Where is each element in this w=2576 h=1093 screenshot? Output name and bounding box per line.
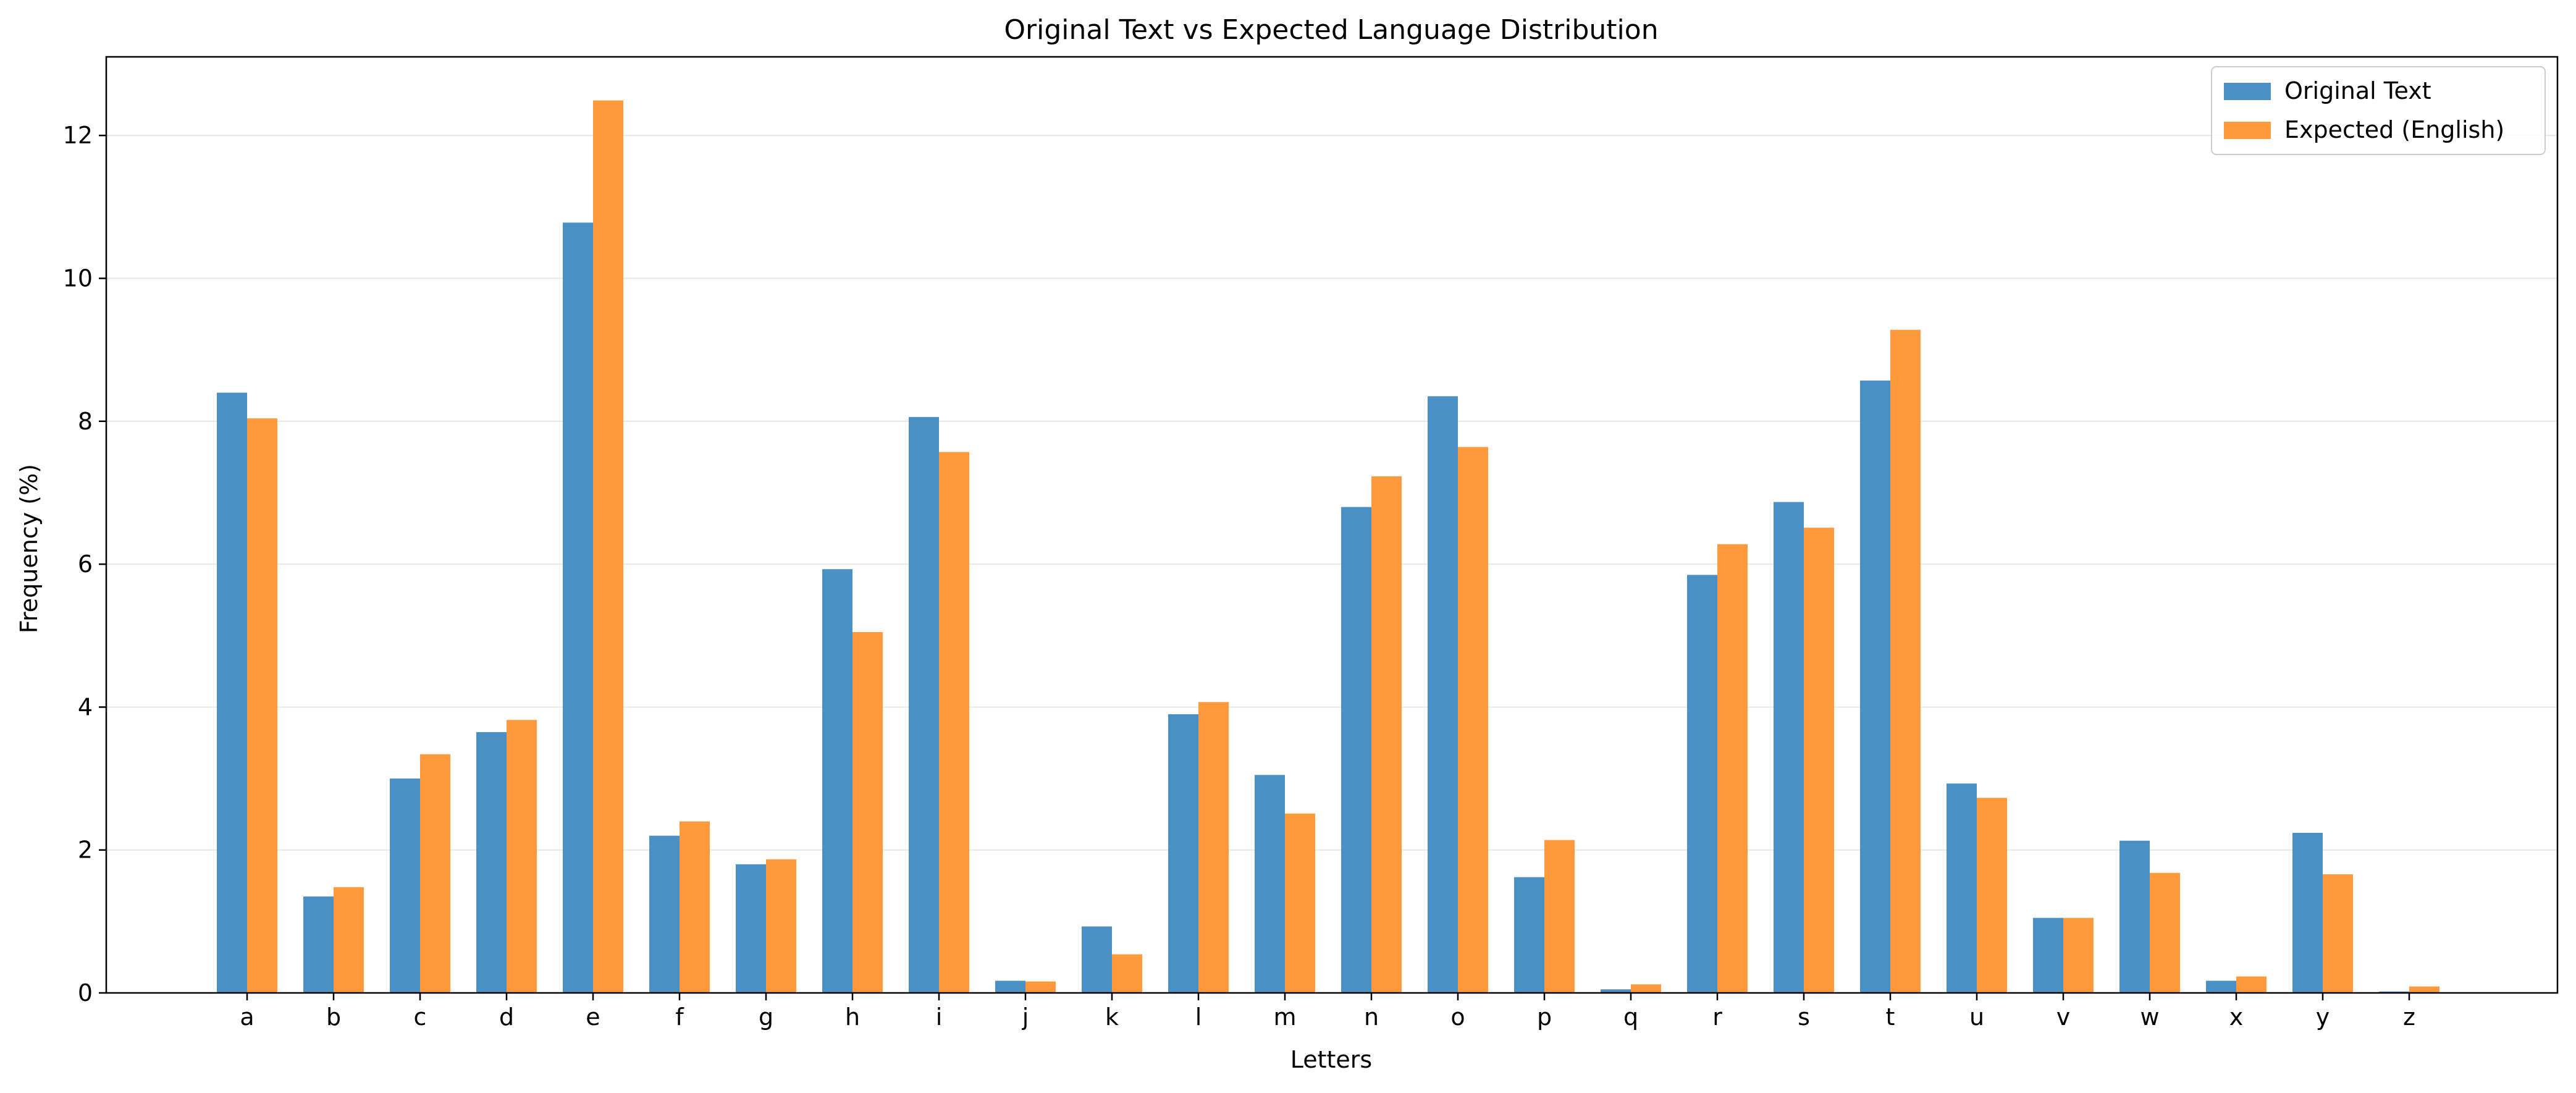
bar-expected-j — [1025, 981, 1056, 993]
bar-expected-y — [2323, 874, 2353, 993]
bar-original-k — [1082, 926, 1112, 993]
bar-expected-q — [1631, 984, 1661, 993]
x-tick-label-n: n — [1364, 1003, 1379, 1031]
bar-expected-h — [852, 631, 883, 993]
bar-expected-a — [247, 418, 277, 993]
x-tick-label-t: t — [1886, 1003, 1895, 1031]
legend-label-expected: Expected (English) — [2284, 116, 2504, 143]
bar-expected-r — [1717, 544, 1748, 993]
legend-swatch-expected — [2224, 122, 2271, 139]
x-tick-label-x: x — [2229, 1003, 2244, 1031]
x-tick-label-q: q — [1623, 1003, 1638, 1031]
bar-expected-x — [2236, 976, 2267, 993]
bar-expected-k — [1112, 954, 1142, 993]
bar-original-p — [1514, 877, 1544, 993]
bar-expected-n — [1371, 476, 1402, 993]
bar-expected-w — [2150, 872, 2180, 993]
x-tick-label-a: a — [240, 1003, 254, 1031]
bar-original-c — [390, 779, 420, 993]
bar-expected-z — [2409, 986, 2439, 993]
y-tick-label: 10 — [63, 265, 93, 292]
bar-original-s — [1774, 502, 1804, 993]
x-tick-label-w: w — [2140, 1003, 2159, 1031]
bar-original-y — [2292, 832, 2323, 993]
bar-expected-l — [1198, 702, 1229, 993]
y-tick-label: 8 — [78, 408, 93, 435]
x-tick-label-j: j — [1022, 1003, 1029, 1031]
bar-original-u — [1947, 783, 1977, 993]
ticks: 0 2 4 6 8 10 12 a b c d e f g h i j k l m n o p q r s t u v w x y z — [63, 122, 2415, 1031]
x-tick-label-g: g — [759, 1003, 773, 1031]
bar-expected-o — [1458, 447, 1488, 993]
x-tick-label-l: l — [1195, 1003, 1202, 1031]
x-tick-label-r: r — [1712, 1003, 1722, 1031]
bar-original-o — [1428, 396, 1458, 993]
x-tick-label-h: h — [845, 1003, 860, 1031]
y-tick-label: 0 — [78, 979, 93, 1006]
bar-expected-c — [420, 754, 450, 993]
bar-original-h — [822, 569, 852, 993]
bar-original-w — [2119, 840, 2150, 993]
bar-original-f — [649, 835, 680, 993]
x-tick-label-o: o — [1450, 1003, 1465, 1031]
bar-original-j — [995, 981, 1025, 993]
bar-expected-g — [766, 859, 796, 993]
bar-expected-d — [507, 720, 537, 993]
bars — [217, 100, 2439, 994]
y-axis-label: Frequency (%) — [15, 464, 43, 633]
x-tick-label-d: d — [499, 1003, 514, 1031]
x-tick-label-m: m — [1273, 1003, 1296, 1031]
x-tick-label-y: y — [2316, 1003, 2330, 1031]
bar-original-m — [1255, 775, 1285, 993]
x-tick-label-k: k — [1105, 1003, 1119, 1031]
x-tick-label-e: e — [586, 1003, 600, 1031]
bar-expected-m — [1285, 813, 1315, 993]
legend-box — [2211, 66, 2546, 155]
bar-original-t — [1860, 380, 1890, 993]
y-tick-label: 12 — [63, 122, 93, 149]
y-tick-label: 6 — [78, 551, 93, 578]
x-axis-label: Letters — [1290, 1046, 1372, 1073]
bar-original-r — [1687, 575, 1717, 993]
x-tick-label-c: c — [414, 1003, 427, 1031]
bar-original-l — [1168, 714, 1198, 993]
x-tick-label-v: v — [2056, 1003, 2071, 1031]
bar-expected-p — [1544, 840, 1575, 993]
bar-original-d — [476, 732, 507, 993]
x-tick-label-s: s — [1798, 1003, 1810, 1031]
bar-original-i — [909, 416, 939, 993]
y-tick-label: 2 — [78, 837, 93, 864]
x-tick-label-p: p — [1537, 1003, 1552, 1031]
x-tick-label-f: f — [675, 1003, 684, 1031]
plot-frame — [105, 56, 2559, 994]
y-tick-label: 4 — [78, 693, 93, 720]
x-tick-label-u: u — [1969, 1003, 1984, 1031]
bar-expected-s — [1804, 528, 1834, 993]
legend-label-original: Original Text — [2284, 77, 2431, 104]
bar-expected-f — [680, 821, 710, 993]
axes — [105, 56, 2559, 994]
bar-expected-t — [1890, 329, 1921, 994]
bar-original-a — [217, 392, 247, 993]
x-tick-label-b: b — [326, 1003, 341, 1031]
bar-expected-e — [593, 100, 623, 994]
bar-original-q — [1601, 989, 1631, 993]
x-tick-label-i: i — [936, 1003, 943, 1031]
bar-original-g — [736, 864, 766, 993]
bar-original-b — [303, 896, 334, 993]
legend: Original Text Expected (English) — [2211, 66, 2546, 155]
chart-title: Original Text vs Expected Language Distr… — [1004, 14, 1658, 46]
legend-swatch-original — [2224, 83, 2271, 100]
x-tick-label-z: z — [2403, 1003, 2415, 1031]
bar-original-x — [2206, 981, 2236, 993]
bar-expected-v — [2063, 918, 2094, 993]
bar-original-v — [2033, 918, 2063, 993]
bar-expected-b — [334, 887, 364, 993]
bar-expected-u — [1977, 798, 2007, 993]
bar-original-n — [1341, 507, 1371, 993]
bar-expected-i — [939, 452, 969, 993]
bar-original-e — [563, 222, 593, 994]
